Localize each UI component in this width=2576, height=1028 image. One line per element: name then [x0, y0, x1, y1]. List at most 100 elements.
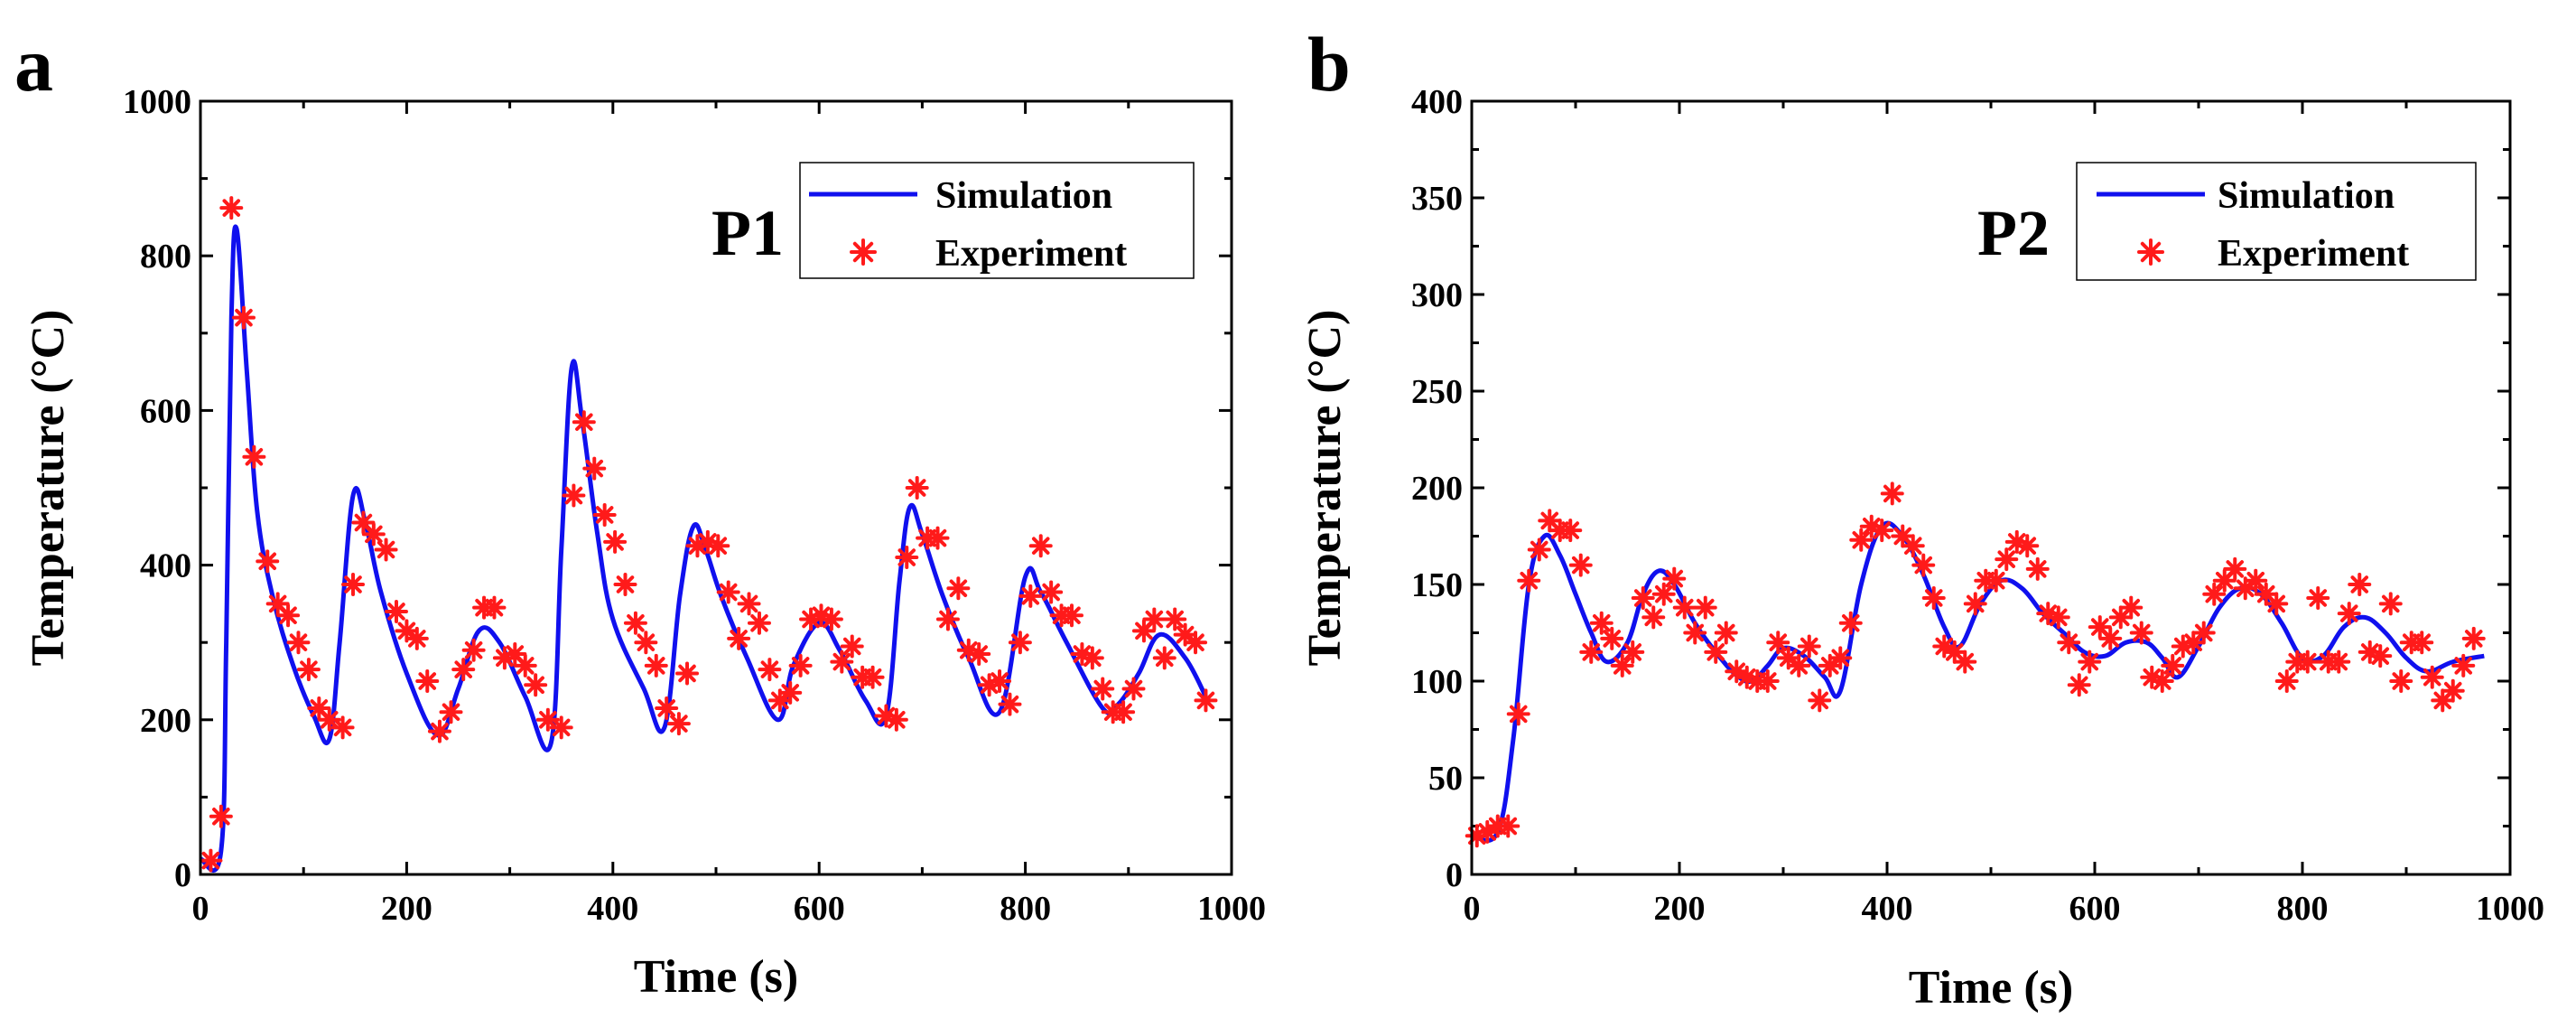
panel-a-axes-frame — [199, 99, 1233, 876]
experiment-point — [427, 719, 451, 743]
experiment-point — [1152, 646, 1176, 670]
panel-b-plot-title: P2 — [1977, 197, 2050, 269]
experiment-point — [2348, 573, 2372, 596]
experiment-point — [276, 603, 301, 628]
experiment-point — [1995, 547, 2019, 572]
y-tick-label: 200 — [1411, 470, 1463, 508]
experiment-point — [2015, 534, 2040, 558]
experiment-point — [727, 626, 751, 650]
experiment-markers — [1465, 481, 2486, 848]
experiment-point — [2264, 592, 2289, 616]
experiment-point — [330, 715, 355, 740]
experiment-point — [1579, 640, 1604, 664]
y-tick-label: 150 — [1411, 566, 1463, 604]
experiment-point — [1849, 528, 1874, 552]
experiment-point — [2295, 650, 2320, 674]
experiment-point — [737, 592, 761, 616]
legend-experiment-marker — [2137, 238, 2164, 266]
panel-a-x-axis-title: Time (s) — [634, 951, 798, 1003]
experiment-point — [2078, 650, 2102, 674]
x-tick-label: 400 — [587, 890, 638, 928]
experiment-point — [1828, 646, 1853, 670]
simulation-line — [1471, 520, 2485, 844]
experiment-point — [2441, 678, 2465, 703]
experiment-point — [1859, 514, 1883, 538]
experiment-point — [1891, 524, 1915, 548]
experiment-point — [415, 669, 440, 693]
y-tick-label: 600 — [140, 392, 191, 430]
experiment-point — [1631, 585, 1655, 610]
experiment-point — [623, 611, 647, 635]
experiment-markers — [199, 196, 1218, 873]
experiment-point — [1953, 650, 1977, 674]
panel-b-axes-frame — [1470, 99, 2512, 876]
experiment-point — [1755, 669, 1780, 693]
experiment-point — [2327, 650, 2351, 674]
experiment-point — [256, 549, 280, 574]
experiment-point — [2025, 556, 2050, 581]
experiment-point — [1496, 814, 1520, 838]
experiment-point — [634, 631, 658, 655]
panel-a: a 0 200 400 600 800 1000 0 200 400 600 800 1000 Tim… — [14, 21, 1266, 1003]
experiment-point — [572, 410, 596, 435]
experiment-point — [592, 502, 617, 527]
experiment-point — [884, 707, 908, 732]
experiment-point — [613, 573, 637, 596]
panel-a-plot-area — [198, 196, 1218, 874]
y-tick-label: 100 — [1411, 663, 1463, 701]
experiment-point — [405, 626, 429, 650]
experiment-point — [1610, 653, 1634, 678]
experiment-point — [819, 607, 843, 631]
experiment-point — [374, 537, 398, 562]
experiment-point — [758, 658, 782, 682]
experiment-point — [1600, 626, 1624, 650]
experiment-point — [1621, 640, 1645, 664]
experiment-point — [716, 580, 740, 604]
x-tick-label: 0 — [192, 890, 209, 928]
experiment-point — [998, 692, 1022, 716]
x-tick-label: 1000 — [1197, 890, 1266, 928]
experiment-point — [1901, 534, 1925, 558]
panel-a-plot-title: P1 — [711, 197, 784, 269]
experiment-point — [1131, 619, 1156, 643]
panel-a-legend-simulation-label: Simulation — [935, 175, 1112, 217]
experiment-point — [1797, 634, 1821, 659]
legend-experiment-marker — [850, 238, 877, 266]
panel-a-legend: Simulation Experiment — [799, 162, 1195, 279]
x-tick-label: 1000 — [2476, 890, 2544, 928]
experiment-point — [1558, 519, 1583, 543]
experiment-point — [666, 712, 691, 736]
experiment-point — [361, 522, 386, 547]
y-tick-label: 250 — [1411, 373, 1463, 411]
y-tick-label: 400 — [1411, 83, 1463, 121]
panel-b-plot-area — [1465, 481, 2486, 848]
experiment-point — [2461, 626, 2486, 650]
experiment-point — [2451, 653, 2476, 678]
experiment-point — [1028, 534, 1053, 558]
panel-b-legend: Simulation Experiment — [2076, 162, 2477, 281]
experiment-point — [2274, 669, 2299, 693]
x-tick-label: 800 — [1000, 890, 1051, 928]
experiment-point — [1921, 585, 1946, 610]
experiment-point — [655, 696, 679, 720]
experiment-point — [231, 305, 256, 330]
experiment-point — [2202, 582, 2227, 606]
experiment-point — [2150, 669, 2174, 693]
y-tick-label: 800 — [140, 238, 191, 276]
experiment-point — [925, 526, 950, 550]
y-tick-label: 1000 — [123, 83, 191, 121]
experiment-point — [1517, 568, 1541, 593]
experiment-point — [603, 529, 628, 554]
experiment-point — [219, 196, 244, 220]
y-tick-label: 0 — [174, 856, 191, 894]
experiment-point — [935, 607, 960, 631]
experiment-point — [1683, 621, 1707, 645]
y-tick-label: 200 — [140, 702, 191, 740]
experiment-point — [967, 642, 991, 667]
panel-b-tick-labels: 0 200 400 600 800 1000 0 50 100 150 200 250 300 350 40… — [1411, 83, 2544, 928]
experiment-point — [830, 650, 854, 674]
panel-b-y-axis-title: Temperature (°C) — [1299, 310, 1351, 667]
experiment-point — [2244, 568, 2268, 593]
experiment-point — [2046, 605, 2070, 630]
panel-a-legend-experiment-label: Experiment — [935, 233, 1127, 275]
